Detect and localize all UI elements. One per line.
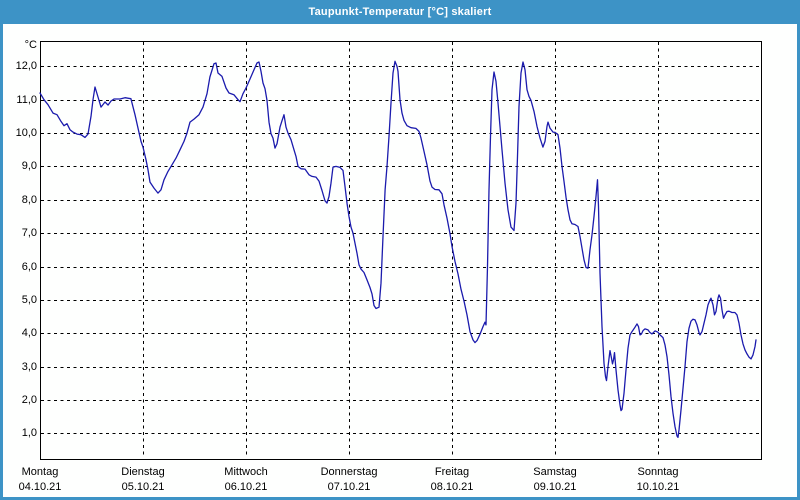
y-tick-label: 1,0 <box>21 427 37 440</box>
window-border-right <box>797 24 800 500</box>
y-tick-label: 9,0 <box>21 160 37 173</box>
day-date-label: 08.10.21 <box>430 481 474 493</box>
dewpoint-series-line <box>39 60 757 438</box>
y-axis-unit: °C <box>24 39 37 51</box>
day-label: Dienstag <box>121 466 165 478</box>
day-label: Samstag <box>533 466 577 478</box>
y-tick-label: 5,0 <box>21 293 37 306</box>
y-tick-label: 3,0 <box>21 360 37 373</box>
y-tick-label: 4,0 <box>21 327 37 340</box>
day-date-label: 09.10.21 <box>533 481 577 493</box>
day-date-label: 06.10.21 <box>224 481 268 493</box>
y-tick-label: 10,0 <box>15 127 37 140</box>
day-label: Sonntag <box>637 466 679 478</box>
window-titlebar[interactable]: Taupunkt-Temperatur [°C] skaliert <box>0 0 800 24</box>
plot-border <box>40 41 762 460</box>
y-tick-label: 12,0 <box>15 60 37 73</box>
window-border-bottom <box>0 497 800 500</box>
day-label: Donnerstag <box>320 466 378 478</box>
y-tick-label: 7,0 <box>21 227 37 240</box>
y-tick-label: 11,0 <box>16 93 37 106</box>
day-label: Freitag <box>434 466 470 478</box>
day-date-label: 10.10.21 <box>636 481 680 493</box>
window-border-left <box>0 24 3 500</box>
y-tick-label: 2,0 <box>21 393 37 406</box>
day-label: Mittwoch <box>224 466 268 478</box>
day-date-label: 04.10.21 <box>18 481 62 493</box>
day-date-label: 07.10.21 <box>327 481 371 493</box>
window-title: Taupunkt-Temperatur [°C] skaliert <box>308 6 492 18</box>
day-date-label: 05.10.21 <box>121 481 165 493</box>
y-tick-label: 8,0 <box>21 193 37 206</box>
day-label: Montag <box>21 466 59 478</box>
y-tick-label: 6,0 <box>21 260 37 273</box>
